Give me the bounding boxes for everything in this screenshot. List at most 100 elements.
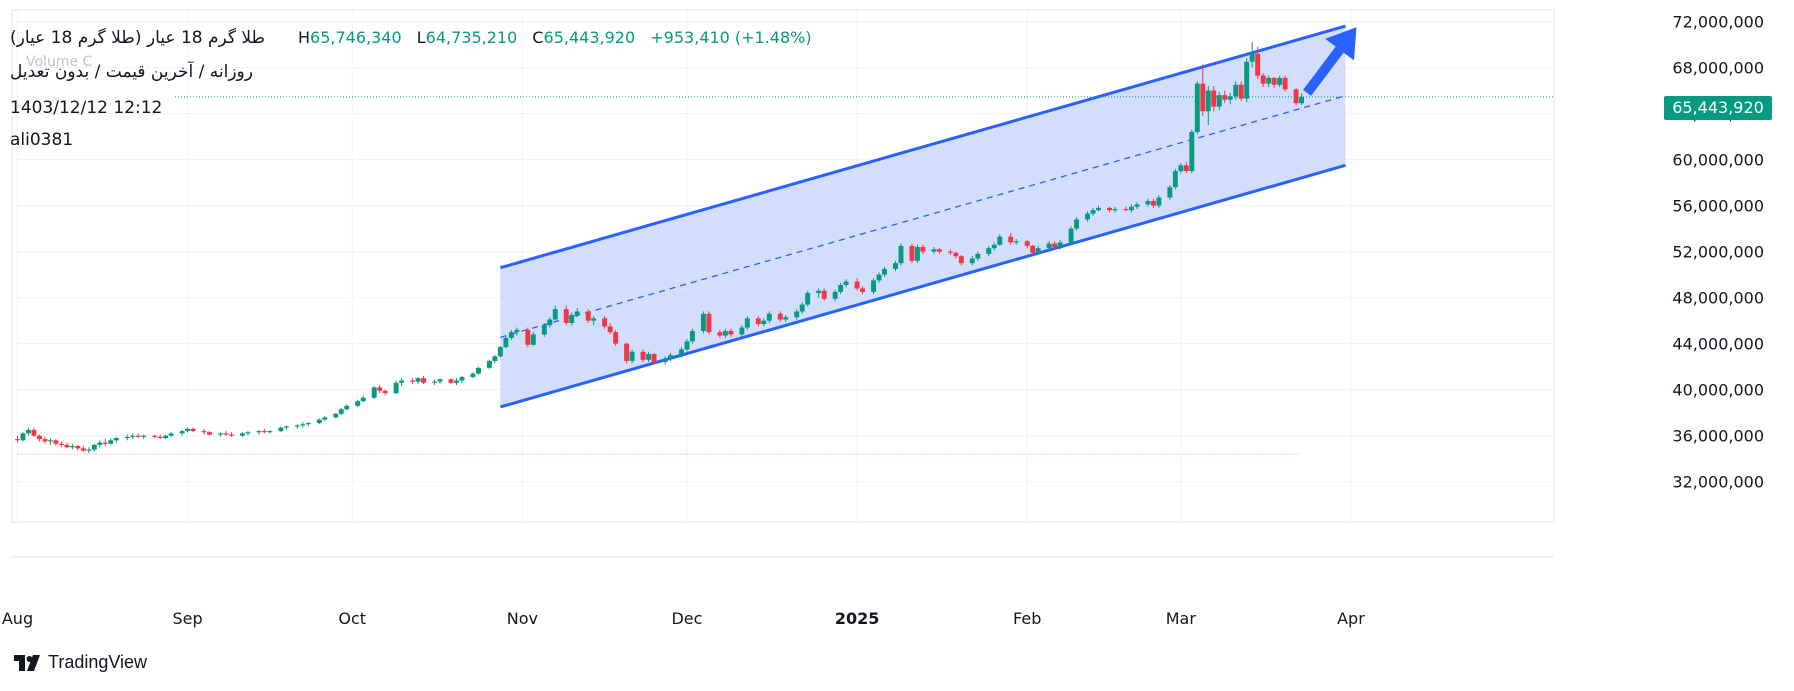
candle-body bbox=[1008, 236, 1014, 243]
candle-body bbox=[124, 436, 130, 439]
candle bbox=[415, 377, 421, 384]
candle bbox=[931, 247, 937, 254]
candle bbox=[717, 329, 723, 338]
price-axis[interactable]: 72,000,00068,000,00064,000,00060,000,000… bbox=[1672, 13, 1764, 492]
candle-body bbox=[399, 380, 405, 383]
candle-body bbox=[1238, 84, 1244, 99]
candle-body bbox=[1024, 241, 1030, 246]
candle bbox=[410, 378, 416, 384]
candle bbox=[986, 245, 992, 257]
candle bbox=[914, 244, 920, 264]
candle-body bbox=[871, 280, 877, 292]
candle bbox=[1112, 206, 1118, 213]
candle bbox=[569, 312, 575, 326]
candle-body bbox=[415, 378, 421, 382]
candle-body bbox=[410, 380, 416, 382]
snapshot-datetime: 1403/12/12 12:12 bbox=[10, 98, 163, 118]
candle bbox=[470, 372, 476, 379]
candle-body bbox=[914, 247, 920, 261]
candle-body bbox=[662, 358, 668, 363]
x-tick-label: Apr bbox=[1337, 609, 1365, 628]
candle bbox=[124, 434, 130, 441]
candle-body bbox=[15, 439, 20, 441]
candle-body bbox=[969, 258, 975, 264]
candle bbox=[185, 427, 191, 433]
candle-body bbox=[185, 428, 191, 432]
candle bbox=[80, 446, 86, 452]
candle bbox=[882, 266, 887, 277]
candle bbox=[179, 429, 185, 436]
candle-body bbox=[278, 427, 284, 432]
candle-body bbox=[75, 446, 81, 449]
candle bbox=[338, 408, 344, 415]
candle bbox=[1205, 85, 1211, 126]
candle-body bbox=[1085, 213, 1091, 220]
candle-body bbox=[1211, 90, 1217, 107]
candle-body bbox=[1260, 75, 1266, 84]
candle-body bbox=[141, 435, 147, 437]
candle bbox=[1189, 129, 1195, 174]
candle-body bbox=[393, 382, 399, 394]
candle-body bbox=[794, 311, 800, 318]
candle bbox=[920, 244, 926, 254]
tradingview-logo-icon bbox=[14, 654, 40, 671]
candle-body bbox=[256, 431, 262, 433]
candle-body bbox=[1134, 204, 1140, 207]
candle-body bbox=[679, 349, 684, 356]
tradingview-logo[interactable]: TradingView bbox=[14, 652, 147, 673]
candle bbox=[508, 329, 514, 341]
candle-body bbox=[997, 236, 1003, 245]
trend-channel[interactable] bbox=[499, 24, 1346, 409]
candle bbox=[91, 443, 97, 452]
candle bbox=[201, 428, 207, 435]
candle bbox=[1134, 202, 1140, 210]
y-tick-label: 32,000,000 bbox=[1672, 473, 1764, 492]
volume-label: Volume C bbox=[26, 54, 93, 70]
candle bbox=[1074, 217, 1080, 231]
candle bbox=[1035, 245, 1041, 256]
candle-body bbox=[316, 419, 322, 424]
candle bbox=[547, 317, 553, 328]
candle-body bbox=[821, 290, 827, 299]
candle bbox=[646, 351, 652, 363]
candle bbox=[689, 328, 695, 344]
symbol-title: طلا گرم 18 عیار (طلا گرم 18 عیار) bbox=[10, 28, 266, 48]
candle bbox=[602, 316, 608, 329]
candle-body bbox=[728, 331, 734, 335]
candle bbox=[1222, 90, 1228, 104]
candle bbox=[953, 251, 959, 259]
candle bbox=[679, 347, 684, 358]
candle-body bbox=[882, 268, 887, 275]
candle bbox=[969, 256, 975, 266]
time-axis[interactable]: Aug Sep Oct Nov Dec 2025 Feb Mar Apr bbox=[2, 609, 1365, 628]
candle bbox=[799, 302, 805, 314]
x-tick-label: Mar bbox=[1166, 609, 1197, 628]
candle-body bbox=[953, 252, 959, 257]
candle bbox=[245, 431, 251, 436]
candle bbox=[399, 378, 405, 387]
candle-body bbox=[58, 443, 64, 445]
candle-body bbox=[333, 413, 339, 418]
candle bbox=[1266, 75, 1272, 88]
candle bbox=[421, 375, 427, 384]
candle bbox=[108, 438, 114, 445]
candle-body bbox=[1205, 90, 1211, 112]
channel-lower-line bbox=[499, 163, 1346, 409]
candle-body bbox=[1293, 89, 1299, 104]
candle bbox=[371, 386, 377, 399]
candle-body bbox=[108, 440, 114, 444]
candle-body bbox=[876, 274, 882, 281]
candle-body bbox=[1068, 228, 1074, 243]
candle-body bbox=[1096, 207, 1102, 211]
candle-body bbox=[20, 433, 26, 441]
x-tick-label: Oct bbox=[338, 609, 366, 628]
candle bbox=[1293, 88, 1299, 106]
candle bbox=[152, 434, 158, 439]
candle bbox=[947, 249, 953, 256]
y-tick-label: 68,000,000 bbox=[1672, 59, 1764, 78]
candle bbox=[283, 425, 289, 430]
x-tick-label: 2025 bbox=[835, 609, 880, 628]
candle-body bbox=[69, 446, 75, 448]
candle bbox=[838, 282, 844, 295]
